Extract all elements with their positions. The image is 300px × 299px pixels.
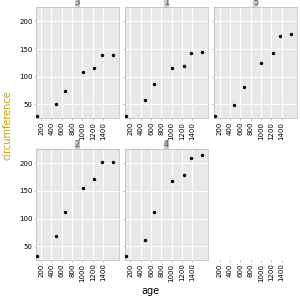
Point bbox=[199, 49, 204, 54]
Point bbox=[188, 51, 193, 56]
Point bbox=[53, 101, 58, 106]
Text: 2: 2 bbox=[75, 140, 80, 149]
Point bbox=[34, 253, 39, 258]
Point bbox=[232, 103, 237, 107]
Point bbox=[152, 82, 157, 86]
Point bbox=[80, 70, 85, 75]
Point bbox=[181, 173, 186, 177]
Point bbox=[142, 237, 147, 242]
Point bbox=[152, 210, 157, 214]
Text: 4: 4 bbox=[164, 140, 169, 149]
Point bbox=[99, 159, 104, 164]
Text: circumference: circumference bbox=[2, 91, 13, 161]
Point bbox=[124, 254, 128, 259]
Point bbox=[110, 52, 115, 57]
Point bbox=[63, 88, 68, 93]
Point bbox=[213, 113, 218, 118]
Point bbox=[63, 210, 68, 215]
Point bbox=[169, 66, 174, 71]
Point bbox=[270, 51, 275, 56]
Point bbox=[142, 97, 147, 102]
Point bbox=[199, 153, 204, 158]
Point bbox=[259, 60, 263, 65]
Point bbox=[110, 159, 115, 164]
Point bbox=[99, 53, 104, 57]
Point bbox=[181, 63, 186, 68]
Text: 5: 5 bbox=[253, 0, 258, 7]
Text: 1: 1 bbox=[164, 0, 169, 7]
Point bbox=[241, 85, 246, 90]
Point bbox=[124, 113, 128, 118]
Point bbox=[278, 33, 283, 38]
Point bbox=[169, 179, 174, 184]
Text: 3: 3 bbox=[75, 0, 80, 7]
Point bbox=[188, 156, 193, 161]
Point bbox=[34, 113, 39, 118]
Point bbox=[92, 66, 97, 71]
Point bbox=[92, 176, 97, 181]
Point bbox=[53, 233, 58, 238]
Point bbox=[80, 185, 85, 190]
Point bbox=[289, 32, 293, 36]
Text: age: age bbox=[141, 286, 159, 296]
